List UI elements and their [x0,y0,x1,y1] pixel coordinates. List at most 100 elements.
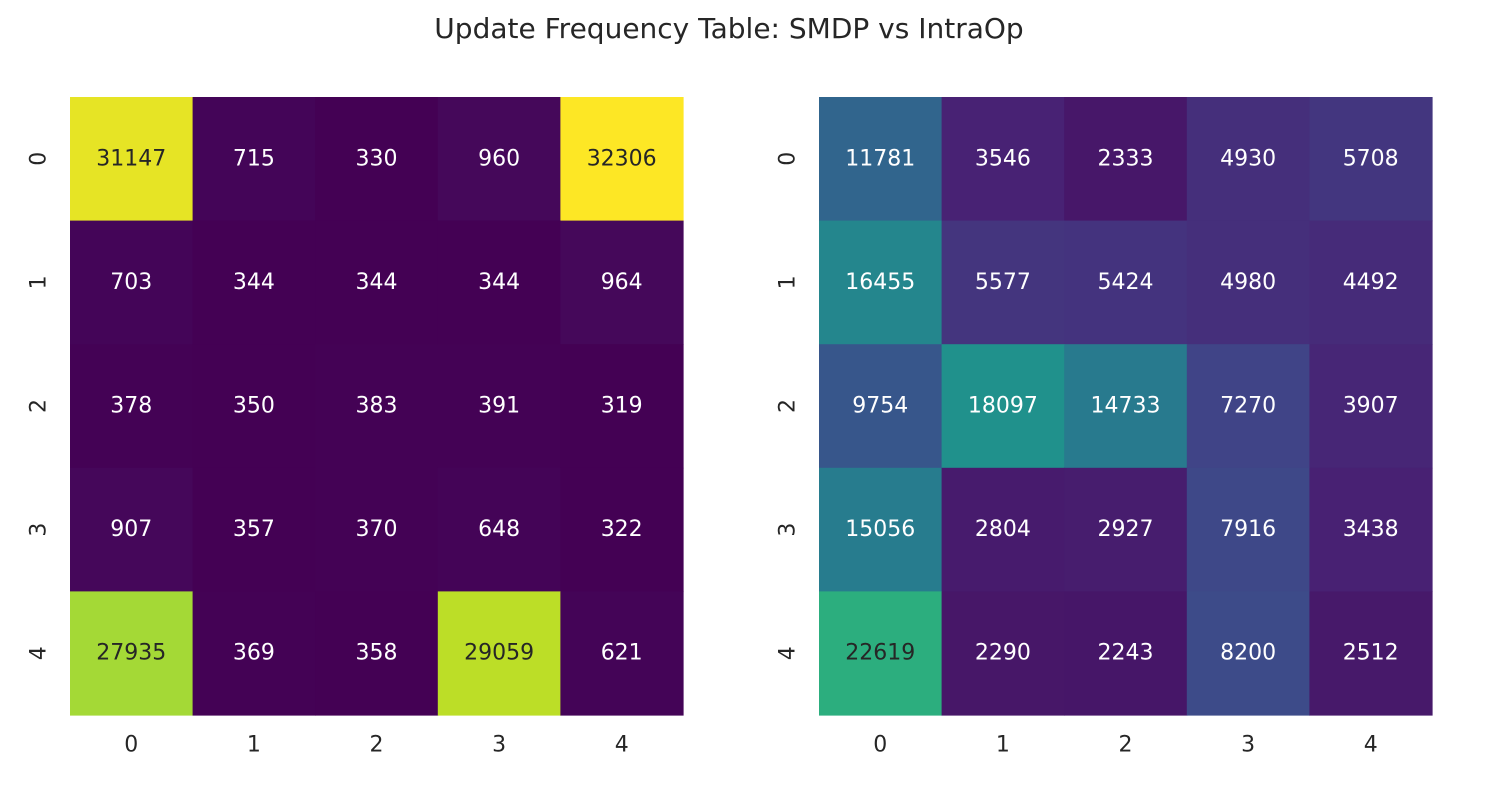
intraop-cell-label-4-0: 22619 [845,641,915,666]
intraop-cell-label-1-2: 5424 [1098,270,1154,295]
intraop-cell-4-1 [941,591,1065,716]
intraop-x-tick-0: 0 [873,733,887,758]
smdp-cell-4-2 [315,591,439,716]
smdp-y-tick-4: 4 [27,646,52,660]
intraop-cell-2-4 [1309,344,1433,469]
smdp-cell-label-3-4: 322 [601,517,643,542]
intraop-y-tick-1: 1 [776,275,801,289]
smdp-cell-2-4 [560,344,684,469]
smdp-y-tick-0: 0 [27,152,52,166]
smdp-cell-label-3-3: 648 [478,517,520,542]
smdp-x-tick-3: 3 [492,733,506,758]
smdp-cell-2-0 [70,344,194,469]
smdp-cell-label-4-1: 369 [233,641,275,666]
intraop-cell-4-2 [1064,591,1188,716]
intraop-cell-2-3 [1186,344,1310,469]
intraop-cell-label-4-1: 2290 [975,641,1031,666]
smdp-cell-label-2-2: 383 [356,394,398,419]
smdp-cell-label-3-2: 370 [356,517,398,542]
intraop-x-tick-3: 3 [1241,733,1255,758]
intraop-cell-2-1 [941,344,1065,469]
smdp-cell-label-2-1: 350 [233,394,275,419]
intraop-cell-0-1 [941,97,1065,222]
intraop-cell-label-2-2: 14733 [1091,394,1161,419]
intraop-cell-1-1 [941,220,1065,345]
smdp-cell-3-3 [437,467,561,592]
smdp-cell-label-0-4: 32306 [587,146,657,171]
smdp-cell-label-2-4: 319 [601,394,643,419]
smdp-cell-3-4 [560,467,684,592]
smdp-cell-label-1-4: 964 [601,270,643,295]
smdp-x-tick-1: 1 [247,733,261,758]
intraop-cell-1-4 [1309,220,1433,345]
smdp-cell-label-4-0: 27935 [96,641,166,666]
intraop-cell-0-2 [1064,97,1188,222]
smdp-cell-1-2 [315,220,439,345]
intraop-y-tick-2: 2 [776,399,801,413]
intraop-cell-label-3-4: 3438 [1343,517,1399,542]
intraop-cell-label-0-3: 4930 [1220,146,1276,171]
intraop-cell-label-2-3: 7270 [1220,394,1276,419]
figure-title: Update Frequency Table: SMDP vs IntraOp [434,12,1024,45]
intraop-cell-label-4-3: 8200 [1220,641,1276,666]
smdp-cell-2-2 [315,344,439,469]
intraop-cell-label-3-1: 2804 [975,517,1031,542]
intraop-cell-3-2 [1064,467,1188,592]
intraop-cell-1-3 [1186,220,1310,345]
intraop-cell-4-0 [819,591,943,716]
intraop-cell-2-0 [819,344,943,469]
intraop-y-tick-0: 0 [776,152,801,166]
intraop-cell-4-4 [1309,591,1433,716]
smdp-y-tick-3: 3 [27,523,52,537]
smdp-cell-3-2 [315,467,439,592]
intraop-cell-3-0 [819,467,943,592]
smdp-cell-1-3 [437,220,561,345]
smdp-cell-4-1 [192,591,316,716]
smdp-cell-2-1 [192,344,316,469]
smdp-cell-label-3-1: 357 [233,517,275,542]
intraop-cell-label-2-4: 3907 [1343,394,1399,419]
smdp-cell-0-4 [560,97,684,222]
smdp-cell-label-2-0: 378 [110,394,152,419]
smdp-cell-2-3 [437,344,561,469]
intraop-cell-label-0-0: 11781 [845,146,915,171]
intraop-cell-label-2-0: 9754 [852,394,908,419]
intraop-cell-label-1-3: 4980 [1220,270,1276,295]
smdp-cell-label-1-3: 344 [478,270,520,295]
smdp-cell-0-3 [437,97,561,222]
smdp-cell-0-2 [315,97,439,222]
intraop-cell-label-3-2: 2927 [1098,517,1154,542]
smdp-cell-label-3-0: 907 [110,517,152,542]
intraop-x-tick-4: 4 [1364,733,1378,758]
smdp-cell-label-1-0: 703 [110,270,152,295]
intraop-y-tick-3: 3 [776,523,801,537]
smdp-cell-label-0-0: 31147 [96,146,166,171]
smdp-x-tick-0: 0 [124,733,138,758]
smdp-cell-label-0-2: 330 [356,146,398,171]
smdp-cell-label-4-3: 29059 [464,641,534,666]
intraop-cell-label-1-1: 5577 [975,270,1031,295]
smdp-cell-label-4-4: 621 [601,641,643,666]
smdp-cell-3-0 [70,467,194,592]
intraop-cell-1-2 [1064,220,1188,345]
smdp-cell-0-0 [70,97,194,222]
smdp-y-tick-2: 2 [27,399,52,413]
intraop-cell-label-4-2: 2243 [1098,641,1154,666]
smdp-cell-label-0-3: 960 [478,146,520,171]
intraop-cell-label-3-0: 15056 [845,517,915,542]
intraop-cell-label-1-0: 16455 [845,270,915,295]
intraop-x-tick-2: 2 [1119,733,1133,758]
intraop-cell-0-3 [1186,97,1310,222]
smdp-x-tick-4: 4 [615,733,629,758]
heatmap-smdp: 31147 715 330 960 32306 703 344 344 344 964 378 350… [27,97,684,777]
intraop-x-tick-1: 1 [996,733,1010,758]
heatmap-intraop: 11781 3546 2333 4930 5708 16455 5577 5424 4980 44… [776,97,1433,777]
smdp-cell-4-4 [560,591,684,716]
intraop-cell-1-0 [819,220,943,345]
smdp-cell-1-0 [70,220,194,345]
smdp-cell-label-1-2: 344 [356,270,398,295]
intraop-cell-0-4 [1309,97,1433,222]
smdp-cell-0-1 [192,97,316,222]
